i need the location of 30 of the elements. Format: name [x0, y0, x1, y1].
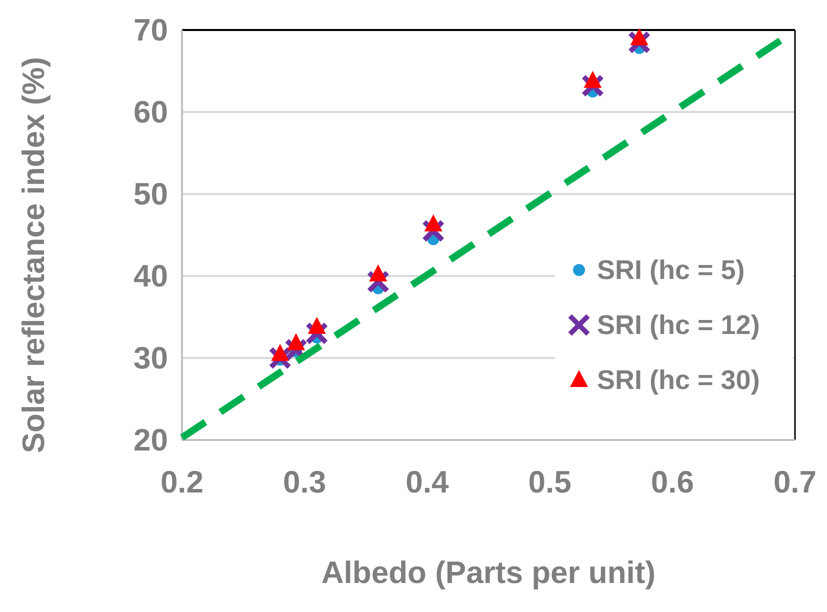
point — [584, 70, 602, 88]
x-tick-label: 0.3 — [283, 464, 326, 500]
y-tick-label: 20 — [134, 422, 168, 458]
point — [628, 30, 651, 54]
x-tick-label: 0.7 — [773, 464, 817, 500]
point — [424, 214, 442, 232]
point — [422, 219, 445, 242]
y-tick-label: 50 — [134, 176, 168, 212]
y-tick-label: 70 — [134, 12, 168, 48]
y-tick-label: 60 — [134, 94, 168, 130]
point — [305, 322, 328, 345]
y-tick-label: 40 — [134, 258, 168, 294]
point — [287, 333, 306, 350]
x-tick-label: 0.4 — [406, 464, 450, 500]
x-tick-label: 0.2 — [160, 464, 204, 500]
point — [369, 264, 388, 282]
x-tick-label: 0.6 — [650, 464, 694, 500]
legend-label: SRI (hc = 30) — [597, 365, 760, 395]
point — [268, 346, 292, 370]
x-tick-label: 0.5 — [528, 464, 572, 500]
point — [630, 28, 648, 46]
legend-label: SRI (hc = 12) — [597, 310, 760, 340]
y-tick-label: 30 — [134, 340, 168, 376]
point — [271, 344, 290, 361]
point — [581, 74, 604, 98]
point — [366, 270, 390, 294]
point — [308, 316, 326, 334]
legend-label: SRI (hc = 5) — [597, 255, 745, 285]
y-axis-title: Solar reflectance index (%) — [16, 56, 51, 454]
x-axis-title: Albedo (Parts per unit) — [321, 555, 656, 590]
